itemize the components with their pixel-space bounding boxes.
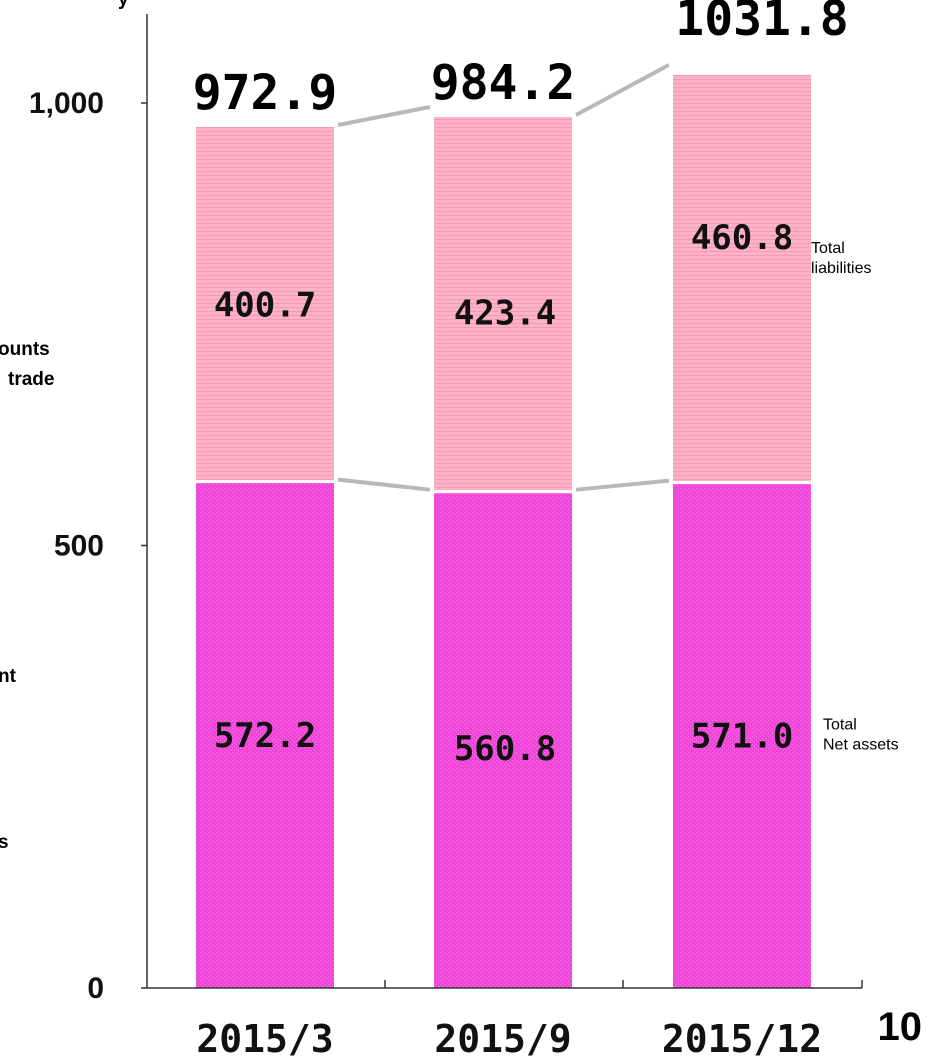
x-tick-label: 2015/12 — [662, 1017, 822, 1056]
bars-group — [196, 74, 811, 988]
total-value-label: 1031.8 — [675, 0, 848, 47]
y-tick-label: 500 — [54, 530, 104, 563]
total-value-label: 972.9 — [193, 65, 338, 121]
total-connector-line — [575, 63, 670, 117]
mid-connector-line — [575, 478, 670, 492]
page-number: 10 — [878, 1005, 923, 1049]
x-tick-label: 2015/3 — [196, 1017, 333, 1056]
bar-net-assets-1 — [196, 481, 334, 988]
top-edge-text: y — [118, 0, 129, 10]
net-assets-value-label: 572.2 — [214, 716, 316, 756]
liabilities-value-label: 460.8 — [691, 218, 793, 258]
bar-liabilities-1 — [196, 126, 334, 482]
bar-net-assets-2 — [434, 491, 572, 988]
left-edge-text-3: nt — [0, 666, 17, 687]
total-value-label: 984.2 — [431, 55, 576, 111]
legend-total-net-assets: Total Net assets — [823, 716, 899, 753]
bar-net-assets-3 — [673, 482, 811, 988]
x-tick-label: 2015/9 — [434, 1017, 571, 1056]
series-labels-group: Total liabilities Total Net assets — [811, 240, 899, 754]
liabilities-value-label: 423.4 — [454, 293, 556, 333]
connector-lines — [337, 63, 670, 492]
left-edge-text-1: ounts — [0, 339, 50, 360]
mid-connector-line — [337, 477, 431, 492]
bar-liabilities-2 — [434, 116, 572, 492]
net-assets-value-label: 571.0 — [691, 716, 793, 756]
left-edge-text-2: trade — [8, 369, 54, 390]
y-tick-label: 1,000 — [29, 87, 104, 120]
liabilities-value-label: 400.7 — [214, 285, 316, 325]
left-edge-text-4: s — [0, 832, 9, 853]
legend-total-liabilities: Total liabilities — [811, 240, 871, 277]
y-tick-label: 0 — [87, 972, 104, 1005]
net-assets-value-label: 560.8 — [454, 729, 556, 769]
bar-liabilities-3 — [673, 74, 811, 483]
bar-labels-group: 572.2 400.7 972.9 560.8 423.4 984.2 571.0 460.8… — [193, 0, 849, 769]
axes-group: 2015/3 2015/9 2015/12 0 500 1,000 — [29, 14, 863, 1056]
total-connector-line — [337, 105, 431, 127]
